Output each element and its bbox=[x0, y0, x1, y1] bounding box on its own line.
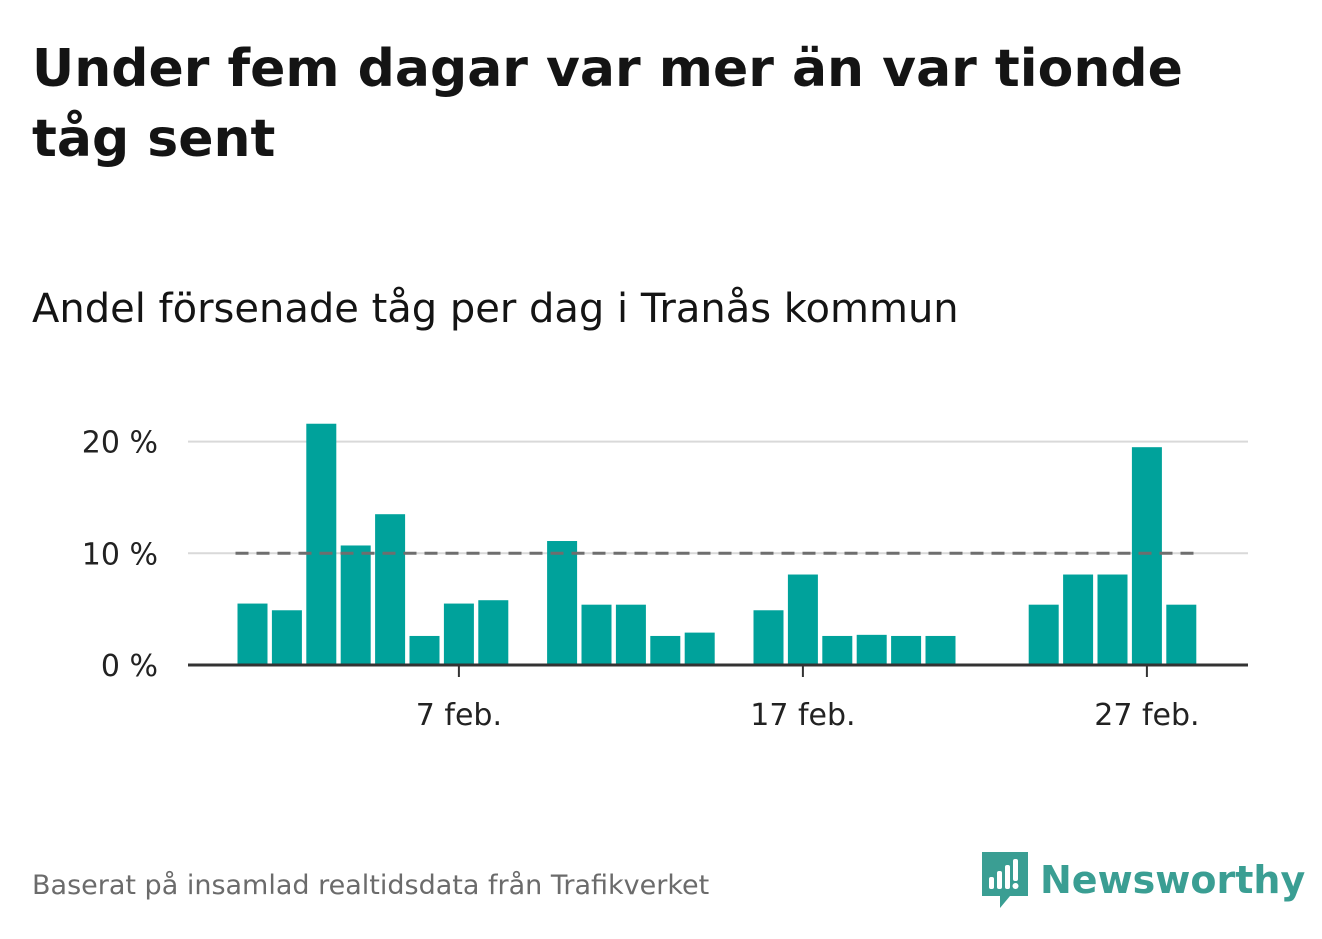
bar bbox=[581, 604, 612, 665]
bar bbox=[375, 514, 406, 665]
bar bbox=[684, 632, 715, 665]
chart-title: Under fem dagar var mer än var tionde tå… bbox=[32, 39, 1183, 169]
bar bbox=[753, 610, 784, 665]
bar bbox=[615, 604, 646, 665]
bar-chart: 0 % 10 % 20 % 7 feb. 17 feb. 27 feb. bbox=[82, 423, 1248, 733]
bar bbox=[1063, 574, 1094, 665]
x-tick-label: 17 feb. bbox=[750, 698, 855, 733]
x-tick-label: 7 feb. bbox=[416, 698, 502, 733]
y-tick-label: 0 % bbox=[101, 649, 158, 684]
bar bbox=[856, 634, 887, 665]
newsworthy-logo-icon bbox=[982, 852, 1028, 908]
x-tick-label: 27 feb. bbox=[1094, 698, 1199, 733]
bar bbox=[443, 603, 474, 665]
bar bbox=[787, 574, 818, 665]
source-note: Baserat på insamlad realtidsdata från Tr… bbox=[32, 870, 710, 901]
bar-layer bbox=[237, 423, 1197, 665]
bar bbox=[1097, 574, 1128, 665]
bar bbox=[925, 635, 956, 665]
bar bbox=[478, 600, 509, 665]
bar bbox=[409, 635, 440, 665]
bar bbox=[237, 603, 268, 665]
chart-subtitle: Andel försenade tåg per dag i Tranås kom… bbox=[32, 286, 959, 332]
bar bbox=[340, 545, 371, 665]
bar bbox=[1131, 447, 1162, 665]
y-tick-label: 10 % bbox=[82, 537, 158, 572]
bar bbox=[822, 635, 853, 665]
y-tick-label: 20 % bbox=[82, 426, 158, 461]
bar bbox=[306, 423, 337, 665]
bar bbox=[650, 635, 681, 665]
bar bbox=[271, 610, 302, 665]
newsworthy-logo: Newsworthy bbox=[980, 850, 1305, 910]
axis-layer: 0 % 10 % 20 % 7 feb. 17 feb. 27 feb. bbox=[82, 426, 1248, 733]
logo-text: Newsworthy bbox=[1040, 858, 1306, 902]
bar bbox=[891, 635, 922, 665]
grid-layer bbox=[188, 440, 1248, 555]
bar bbox=[1028, 604, 1059, 665]
bar bbox=[547, 541, 578, 665]
bar bbox=[1166, 604, 1197, 665]
